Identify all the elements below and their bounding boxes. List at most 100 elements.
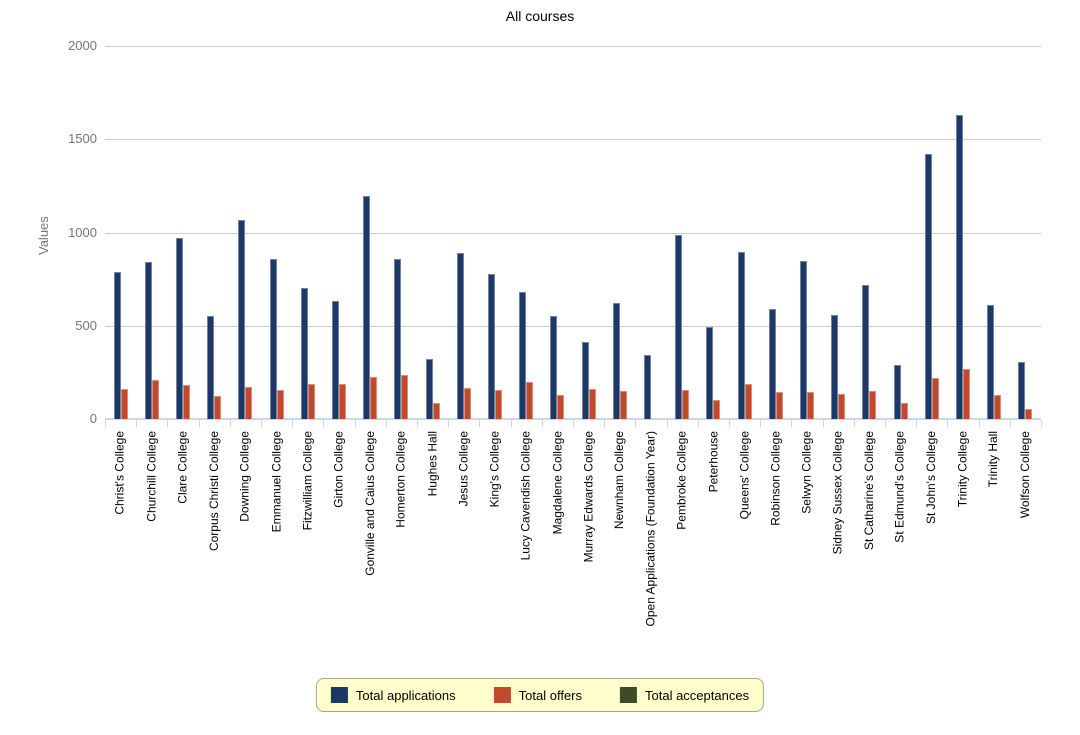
bar-total-applications-lucy-cavendish-college[interactable] bbox=[519, 292, 527, 419]
legend-item-total-offers: Total offers bbox=[493, 687, 583, 703]
x-label-st-john-s-college: St John's College bbox=[924, 431, 939, 525]
bar-total-offers-queens-college[interactable] bbox=[744, 383, 752, 419]
bar-total-offers-hughes-hall[interactable] bbox=[432, 403, 440, 419]
bar-total-applications-wolfson-college[interactable] bbox=[1018, 362, 1026, 419]
y-tick-label-1500: 1500 bbox=[68, 131, 97, 147]
bar-total-applications-trinity-hall[interactable] bbox=[987, 305, 995, 419]
bar-total-offers-trinity-hall[interactable] bbox=[994, 394, 1002, 419]
bar-total-offers-jesus-college[interactable] bbox=[463, 388, 471, 419]
bar-total-applications-fitzwilliam-college[interactable] bbox=[300, 287, 308, 419]
x-label-downing-college: Downing College bbox=[237, 431, 252, 522]
legend-label-total-acceptances: Total acceptances bbox=[645, 687, 750, 703]
bar-total-applications-homerton-college[interactable] bbox=[394, 258, 402, 419]
bar-total-applications-pembroke-college[interactable] bbox=[675, 235, 683, 419]
category-tick bbox=[541, 420, 543, 427]
bar-total-applications-st-edmund-s-college[interactable] bbox=[893, 364, 901, 419]
bar-total-offers-churchill-college[interactable] bbox=[151, 379, 159, 419]
legend-label-total-offers: Total offers bbox=[518, 687, 583, 703]
bar-total-applications-robinson-college[interactable] bbox=[768, 308, 776, 419]
x-label-wolfson-college: Wolfson College bbox=[1017, 431, 1032, 519]
x-label-jesus-college: Jesus College bbox=[456, 431, 471, 507]
legend-swatch-total-offers bbox=[493, 687, 511, 703]
gridline-500 bbox=[105, 325, 1041, 327]
bar-total-applications-newnham-college[interactable] bbox=[612, 303, 620, 419]
chart-title: All courses bbox=[505, 8, 575, 24]
x-label-trinity-hall: Trinity Hall bbox=[986, 431, 1001, 488]
bar-total-applications-st-catharine-s-college[interactable] bbox=[862, 284, 870, 419]
bar-total-applications-king-s-college[interactable] bbox=[488, 274, 495, 419]
bar-total-offers-downing-college[interactable] bbox=[245, 387, 253, 419]
bar-total-applications-christ-s-college[interactable] bbox=[113, 271, 121, 419]
bar-total-applications-downing-college[interactable] bbox=[238, 220, 246, 419]
bar-total-offers-emmanuel-college[interactable] bbox=[276, 390, 284, 419]
legend-item-total-acceptances: Total acceptances bbox=[620, 687, 749, 703]
category-tick bbox=[885, 420, 886, 427]
bar-total-offers-murray-edwards-college[interactable] bbox=[588, 389, 596, 419]
category-tick bbox=[385, 420, 387, 427]
bar-total-offers-corpus-christi-college[interactable] bbox=[214, 395, 222, 419]
x-label-fitzwilliam-college: Fitzwilliam College bbox=[300, 431, 315, 531]
x-label-homerton-college: Homerton College bbox=[393, 431, 408, 528]
category-tick bbox=[136, 420, 138, 427]
bar-total-offers-st-catharine-s-college[interactable] bbox=[869, 391, 877, 419]
category-tick bbox=[510, 420, 512, 427]
bar-total-offers-king-s-college[interactable] bbox=[495, 390, 502, 419]
bar-total-offers-sidney-sussex-college[interactable] bbox=[838, 393, 846, 419]
bar-total-offers-christ-s-college[interactable] bbox=[120, 389, 128, 419]
category-tick bbox=[1041, 420, 1042, 427]
bar-total-applications-gonville-and-caius-college[interactable] bbox=[363, 196, 371, 419]
category-tick bbox=[604, 420, 606, 427]
bar-total-offers-st-edmund-s-college[interactable] bbox=[900, 403, 908, 419]
x-label-selwyn-college: Selwyn College bbox=[799, 431, 814, 514]
bar-total-offers-clare-college[interactable] bbox=[183, 385, 190, 419]
gridline-2000 bbox=[105, 46, 1041, 47]
bar-total-applications-jesus-college[interactable] bbox=[456, 253, 464, 419]
bar-total-applications-emmanuel-college[interactable] bbox=[269, 258, 277, 419]
bar-total-offers-selwyn-college[interactable] bbox=[807, 391, 814, 419]
bar-total-offers-peterhouse[interactable] bbox=[713, 400, 721, 419]
bar-total-offers-newnham-college[interactable] bbox=[619, 391, 627, 419]
x-label-lucy-cavendish-college: Lucy Cavendish College bbox=[518, 431, 533, 561]
category-tick bbox=[1009, 420, 1011, 427]
bar-total-offers-magdalene-college[interactable] bbox=[557, 394, 565, 419]
bar-total-applications-corpus-christi-college[interactable] bbox=[207, 316, 215, 419]
category-tick bbox=[292, 420, 294, 427]
bar-total-offers-robinson-college[interactable] bbox=[775, 391, 783, 419]
plot-area: 0 500 1000 1500 2000 bbox=[68, 38, 1042, 427]
category-tick bbox=[354, 420, 356, 427]
bar-total-applications-selwyn-college[interactable] bbox=[800, 261, 807, 419]
bar-total-applications-st-john-s-college[interactable] bbox=[924, 154, 932, 419]
bar-total-offers-homerton-college[interactable] bbox=[401, 375, 409, 419]
bar-total-applications-open-applications-foundation-year[interactable] bbox=[644, 354, 651, 419]
category-tick bbox=[697, 420, 699, 427]
y-tick-label-2000: 2000 bbox=[68, 38, 97, 53]
x-label-newnham-college: Newnham College bbox=[612, 431, 627, 530]
bar-total-applications-girton-college[interactable] bbox=[332, 300, 339, 419]
bar-total-applications-sidney-sussex-college[interactable] bbox=[831, 314, 839, 419]
bar-total-offers-gonville-and-caius-college[interactable] bbox=[370, 377, 378, 419]
bar-total-applications-murray-edwards-college[interactable] bbox=[581, 341, 589, 419]
bar-total-offers-wolfson-college[interactable] bbox=[1025, 408, 1033, 419]
bar-total-offers-girton-college[interactable] bbox=[339, 383, 346, 419]
bar-total-offers-pembroke-college[interactable] bbox=[682, 390, 690, 419]
x-label-churchill-college: Churchill College bbox=[144, 431, 159, 522]
category-tick bbox=[729, 420, 730, 427]
y-tick-label-1000: 1000 bbox=[68, 224, 97, 240]
bar-total-applications-magdalene-college[interactable] bbox=[550, 316, 558, 419]
bar-total-applications-clare-college[interactable] bbox=[176, 238, 183, 419]
bar-total-offers-fitzwilliam-college[interactable] bbox=[307, 383, 315, 419]
category-tick bbox=[479, 420, 481, 427]
bar-total-applications-hughes-hall[interactable] bbox=[425, 359, 433, 419]
x-label-corpus-christi-college: Corpus Christi College bbox=[206, 431, 221, 552]
bar-total-offers-trinity-college[interactable] bbox=[963, 368, 970, 419]
bar-total-applications-trinity-college[interactable] bbox=[956, 115, 963, 419]
bar-total-offers-lucy-cavendish-college[interactable] bbox=[526, 381, 534, 419]
legend-label-total-applications: Total applications bbox=[355, 687, 456, 703]
y-tick-label-500: 500 bbox=[75, 317, 97, 333]
bar-total-applications-churchill-college[interactable] bbox=[144, 262, 152, 419]
category-tick bbox=[573, 420, 574, 427]
bar-total-offers-st-john-s-college[interactable] bbox=[931, 377, 939, 419]
bar-total-applications-peterhouse[interactable] bbox=[706, 326, 714, 419]
bar-total-applications-queens-college[interactable] bbox=[737, 252, 745, 419]
x-label-king-s-college: King's College bbox=[487, 431, 502, 508]
